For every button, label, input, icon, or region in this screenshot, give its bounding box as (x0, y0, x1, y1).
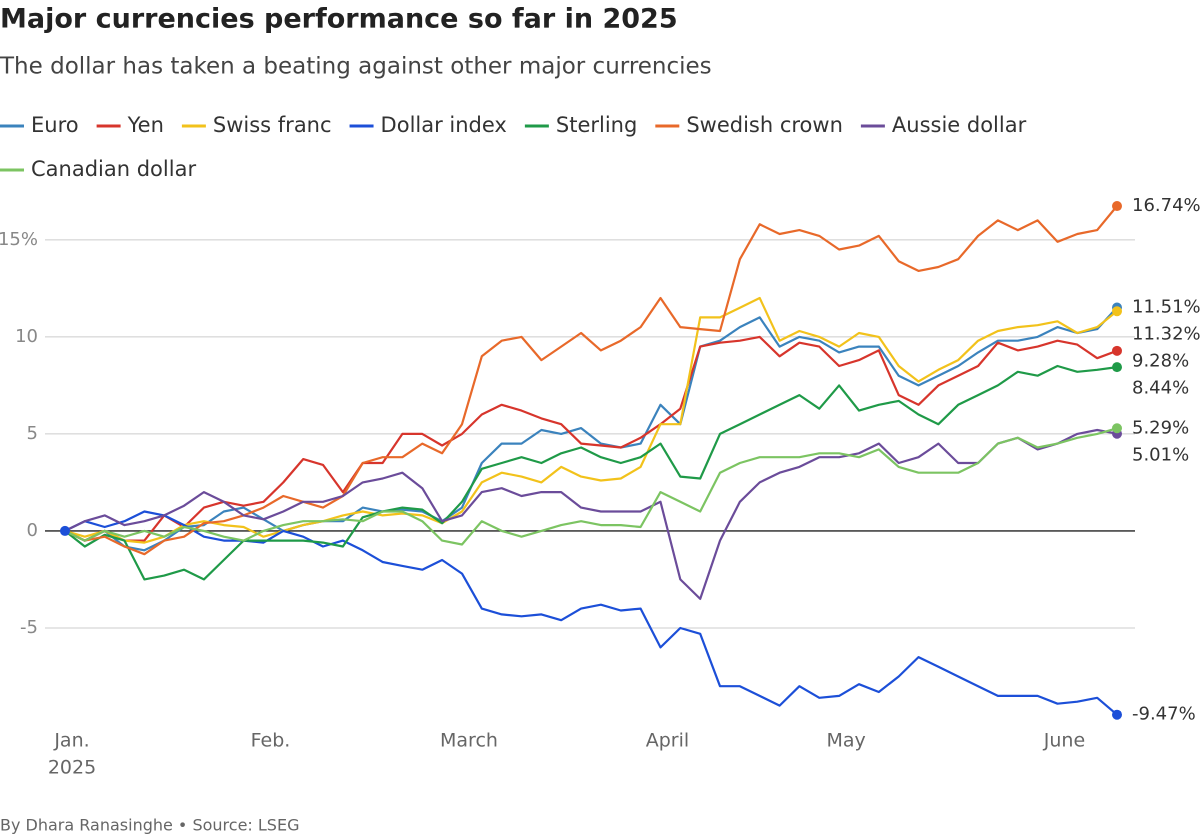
legend-item: Swedish crown (655, 113, 843, 137)
series-line (64, 510, 1118, 716)
legend-item: Euro (0, 113, 79, 137)
end-label: 16.74% (1132, 195, 1200, 216)
x-tick-label: March (440, 730, 498, 752)
x-tick-label: May (826, 730, 865, 752)
legend-item: Swiss franc (181, 113, 332, 137)
y-tick-label: 10 (15, 326, 38, 347)
y-tick-label: 15% (0, 229, 38, 250)
legend-item: Dollar index (349, 113, 507, 137)
end-label: -9.47% (1132, 704, 1196, 725)
legend-label: Sterling (556, 113, 637, 137)
series-line (64, 364, 1118, 581)
legend-label: Euro (31, 113, 79, 137)
end-point (1112, 345, 1122, 356)
end-point (1112, 709, 1122, 720)
legend-item: Sterling (524, 113, 637, 137)
legend-item: Yen (96, 113, 164, 137)
series-line (64, 335, 1118, 542)
legend-label: Dollar index (381, 113, 507, 137)
x-tick-label: April (646, 730, 689, 752)
end-label: 11.51% (1132, 297, 1200, 318)
series-line (64, 306, 1118, 552)
start-point (60, 525, 70, 536)
end-point (1112, 201, 1122, 212)
legend-label: Aussie dollar (892, 113, 1027, 137)
series-line (64, 205, 1118, 556)
end-point (1112, 362, 1122, 373)
end-label: 8.44% (1132, 378, 1189, 399)
end-label: 9.28% (1132, 351, 1189, 372)
legend-item: Aussie dollar (860, 113, 1027, 137)
legend-item: Canadian dollar (0, 157, 196, 181)
chart-title: Major currencies performance so far in 2… (0, 4, 678, 35)
legend-label: Swiss franc (213, 113, 332, 137)
x-tick-label: Feb. (251, 730, 291, 752)
series-line (64, 427, 1118, 546)
legend-label: Swedish crown (686, 113, 843, 137)
end-point (1112, 306, 1122, 317)
legend-label: Canadian dollar (31, 157, 196, 181)
chart-subtitle: The dollar has taken a beating against o… (0, 54, 712, 80)
series-line (64, 428, 1118, 600)
y-tick-label: 5 (27, 423, 38, 444)
end-point (1112, 423, 1122, 434)
footer: By Dhara Ranasinghe • Source: LSEG (0, 816, 299, 835)
x-tick-sublabel: 2025 (48, 757, 96, 779)
x-tick-label: June (1043, 730, 1085, 752)
y-tick-label: -5 (20, 617, 38, 638)
legend-label: Yen (127, 113, 164, 137)
x-tick-label: Jan. (53, 730, 89, 752)
end-label: 11.32% (1132, 324, 1200, 345)
end-label: 5.01% (1132, 444, 1189, 465)
y-tick-label: 0 (27, 520, 38, 541)
end-label: 5.29% (1132, 417, 1189, 438)
series-line (64, 296, 1118, 544)
